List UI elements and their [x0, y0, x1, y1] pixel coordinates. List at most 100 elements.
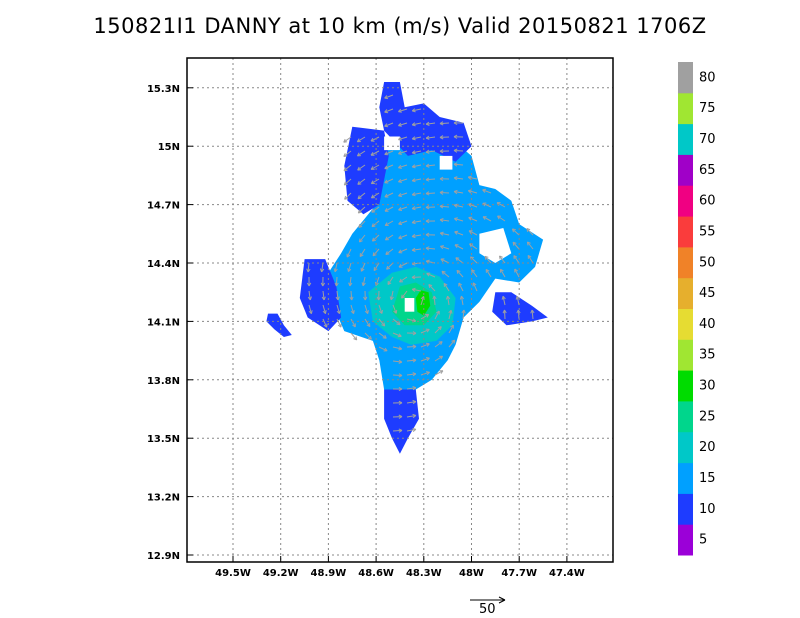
wind-vector — [320, 276, 326, 287]
y-tick-label: 14.1N — [147, 317, 180, 328]
colorbar-label: 45 — [699, 286, 716, 301]
wind-vector — [398, 220, 408, 226]
wind-vector — [343, 150, 352, 157]
missing-data — [384, 136, 512, 312]
wind-vector — [333, 262, 338, 273]
wind-vector — [322, 318, 328, 328]
colorbar-swatch-50 — [678, 246, 693, 279]
wind-vector — [458, 282, 464, 292]
wind-vector — [344, 192, 352, 200]
colorbar-swatch-80 — [678, 62, 693, 94]
wind-vector — [406, 386, 417, 391]
wind-vector — [432, 295, 437, 306]
wind-region-10-1 — [379, 82, 472, 162]
y-tick-label: 15N — [158, 142, 180, 153]
wind-vector — [392, 304, 398, 314]
wind-vector — [434, 355, 444, 362]
wind-vector — [308, 304, 313, 315]
wind-vector — [398, 248, 408, 254]
wind-vector — [439, 231, 450, 236]
wind-vector — [398, 178, 408, 183]
wind-vector — [398, 150, 408, 155]
wind-vector — [358, 220, 366, 228]
wind-vector — [386, 262, 394, 270]
colorbar-label: 25 — [699, 409, 716, 424]
wind-vector — [434, 370, 444, 376]
wind-vector — [439, 149, 450, 154]
wind-vector — [392, 373, 403, 378]
wind-vector — [392, 428, 403, 433]
wind-vector — [350, 318, 356, 328]
wind-vector — [411, 287, 422, 292]
wind-vector — [356, 150, 366, 157]
wind-vector — [371, 220, 380, 228]
wind-vector — [385, 248, 394, 255]
wind-vector — [384, 122, 394, 128]
wind-vector — [513, 255, 520, 264]
wind-vector — [392, 318, 401, 326]
wind-vector — [370, 150, 380, 156]
wind-vector — [392, 359, 403, 364]
wind-vector — [484, 255, 492, 264]
wind-vector — [406, 413, 417, 419]
y-tick-label: 12.9N — [147, 551, 180, 562]
wind-vector — [358, 234, 366, 243]
y-tick-label: 13.8N — [147, 376, 180, 387]
wind-vector — [398, 262, 408, 268]
x-tick-label: 49.5W — [215, 568, 251, 579]
wind-vector — [398, 108, 408, 113]
wind-vector — [384, 206, 394, 212]
wind-vector — [406, 372, 417, 377]
wind-vector — [425, 232, 436, 237]
wind-vector — [319, 262, 325, 273]
wind-region-10-6 — [492, 292, 548, 326]
wind-vector — [378, 346, 388, 352]
colorbar-label: 20 — [699, 440, 716, 455]
wind-vector — [392, 386, 403, 392]
wind-vector — [336, 304, 341, 314]
wind-vector — [448, 324, 454, 334]
wind-vector — [420, 371, 430, 376]
wind-vector — [343, 164, 352, 172]
colorbar-swatch-75 — [678, 92, 693, 125]
reference-arrowhead — [498, 596, 506, 604]
wind-vector — [456, 269, 464, 278]
wind-vector — [425, 218, 436, 224]
wind-vector — [455, 257, 464, 264]
colorbar-swatch-35 — [678, 339, 693, 371]
wind-region-10-4 — [266, 313, 292, 337]
wind-vector — [363, 290, 368, 301]
wind-vector — [411, 206, 422, 211]
wind-vector — [511, 228, 520, 236]
wind-vector — [512, 241, 520, 250]
colorbar-swatch-25 — [678, 400, 693, 433]
wind-vector — [398, 234, 408, 240]
wind-vector — [356, 136, 366, 143]
wind-vector — [448, 309, 453, 320]
wind-vector — [406, 331, 417, 336]
wind-vector — [357, 178, 366, 185]
wind-vector — [453, 176, 464, 181]
x-tick-label: 47.7W — [501, 568, 537, 579]
wind-vector — [398, 192, 408, 197]
colorbar-label: 60 — [699, 194, 716, 209]
wind-vector — [530, 309, 535, 320]
wind-vector — [428, 284, 436, 292]
wind-vector — [471, 269, 478, 278]
wind-vector — [350, 332, 358, 341]
wind-vector — [453, 134, 464, 139]
wind-vector — [500, 268, 506, 278]
colorbar-swatch-55 — [678, 216, 693, 248]
wind-vector — [370, 178, 380, 185]
y-tick-label: 13.2N — [147, 493, 180, 504]
wind-vector — [411, 164, 422, 169]
wind-vector — [468, 230, 478, 236]
wind-vector — [406, 427, 417, 432]
colorbar: 5 10 15 20 25 30 35 40 45 50 55 60 65 70 75 80 — [678, 62, 716, 556]
wind-vector — [425, 191, 436, 196]
wind-vector — [371, 206, 380, 213]
wind-vector — [439, 190, 450, 195]
wind-vector — [384, 192, 394, 198]
wind-vector — [502, 309, 507, 320]
wind-vector — [441, 270, 450, 278]
